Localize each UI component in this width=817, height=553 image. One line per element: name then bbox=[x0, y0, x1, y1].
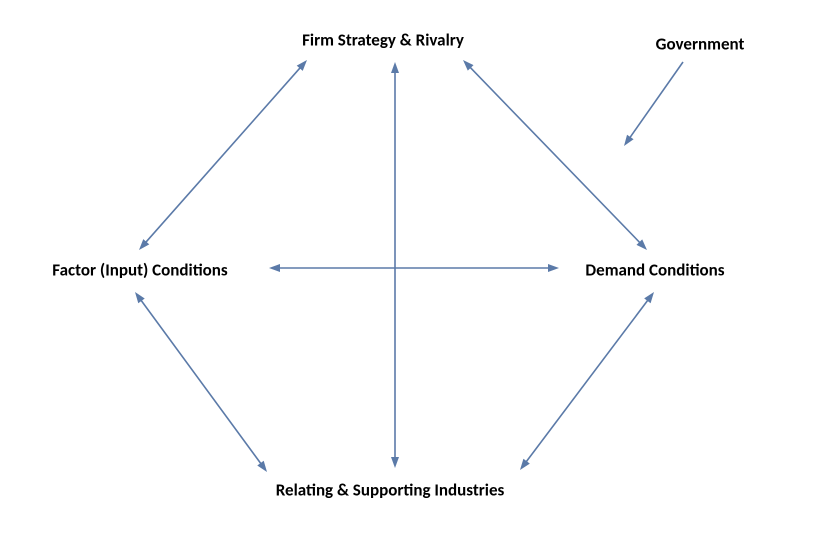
arrowhead-icon bbox=[257, 461, 267, 472]
edge-line bbox=[146, 67, 301, 242]
arrowhead-icon bbox=[548, 264, 559, 272]
arrowhead-icon bbox=[391, 457, 399, 468]
arrowhead-icon bbox=[135, 292, 145, 303]
node-left: Factor (Input) Conditions bbox=[52, 260, 227, 281]
node-gov-label: Government bbox=[656, 34, 745, 55]
node-right: Demand Conditions bbox=[585, 260, 724, 281]
arrowhead-icon bbox=[624, 135, 634, 146]
arrowhead-icon bbox=[644, 292, 654, 303]
edge-line bbox=[141, 300, 261, 464]
arrowhead-icon bbox=[520, 459, 530, 470]
node-bottom-label: Relating & Supporting Industries bbox=[276, 480, 505, 501]
arrowhead-icon bbox=[391, 62, 399, 73]
arrowhead-icon bbox=[139, 239, 149, 250]
arrowhead-icon bbox=[297, 60, 307, 71]
diagram-canvas: Firm Strategy & Rivalry Factor (Input) C… bbox=[0, 0, 817, 553]
node-gov: Government bbox=[656, 34, 745, 55]
edge-line bbox=[470, 67, 640, 243]
node-bottom: Relating & Supporting Industries bbox=[276, 480, 505, 501]
arrowhead-icon bbox=[269, 264, 280, 272]
edge-line bbox=[630, 62, 683, 138]
node-top: Firm Strategy & Rivalry bbox=[302, 30, 464, 51]
arrowhead-icon bbox=[636, 239, 647, 250]
node-right-label: Demand Conditions bbox=[585, 260, 724, 281]
node-top-label: Firm Strategy & Rivalry bbox=[302, 30, 464, 51]
arrowhead-icon bbox=[463, 60, 474, 71]
node-left-label: Factor (Input) Conditions bbox=[52, 260, 227, 281]
edge-line bbox=[526, 300, 648, 462]
